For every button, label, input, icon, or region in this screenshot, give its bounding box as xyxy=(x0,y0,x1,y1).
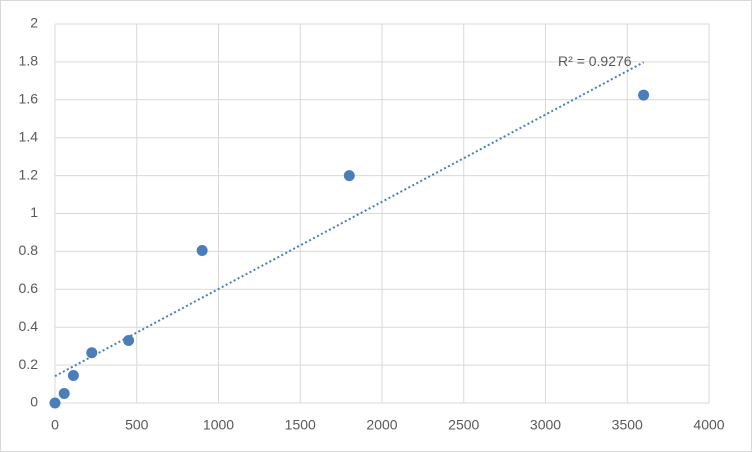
point xyxy=(123,334,135,346)
y-tick-label: 0.8 xyxy=(19,242,39,258)
y-tick-label: 2 xyxy=(30,15,38,31)
x-tick-label: 1000 xyxy=(203,417,234,433)
marks: R² = 0.9276 xyxy=(49,53,650,409)
x-tick-label: 500 xyxy=(125,417,149,433)
point xyxy=(638,89,650,101)
x-tick-label: 4000 xyxy=(693,417,724,433)
y-tick-label: 1.2 xyxy=(19,166,39,182)
y-tick-label: 1.8 xyxy=(19,53,39,69)
y-tick-label: 0.6 xyxy=(19,280,39,296)
point xyxy=(343,170,355,182)
x-tick-label: 2000 xyxy=(366,417,397,433)
point xyxy=(49,397,61,409)
point xyxy=(58,388,70,400)
x-tick-label: 0 xyxy=(51,417,59,433)
y-tick-label: 1 xyxy=(30,204,38,220)
x-tick-label: 3500 xyxy=(612,417,643,433)
y-tick-label: 1.4 xyxy=(19,128,39,144)
point xyxy=(67,370,79,382)
y-tick-label: 0 xyxy=(30,394,38,410)
point xyxy=(86,347,98,359)
grid: 0 0.2 0.4 0.6 0.8 1 1.2 1.4 1.6 1.8 2 0 500 1000 1500 2… xyxy=(19,15,725,433)
x-tick-label: 1500 xyxy=(285,417,316,433)
trendline-label: R² = 0.9276 xyxy=(558,53,632,69)
x-tick-label: 3000 xyxy=(530,417,561,433)
x-tick-label: 2500 xyxy=(448,417,479,433)
trendline xyxy=(54,61,645,378)
y-tick-label: 0.4 xyxy=(19,318,39,334)
y-tick-label: 1.6 xyxy=(19,91,39,107)
point xyxy=(196,244,208,256)
y-tick-label: 0.2 xyxy=(19,356,39,372)
